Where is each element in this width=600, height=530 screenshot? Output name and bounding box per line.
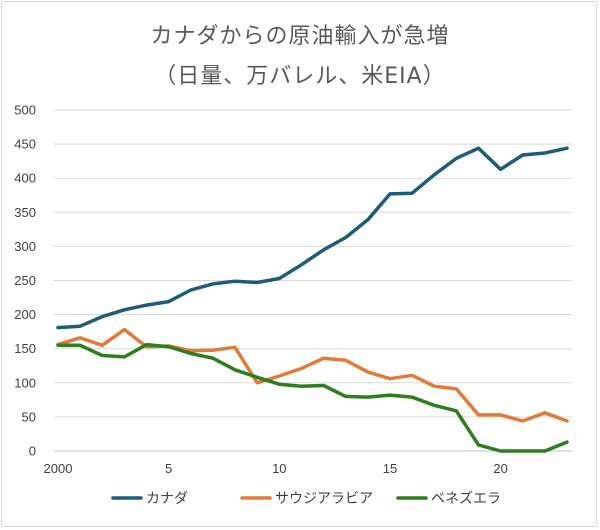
y-tick-label-500: 500 [14, 103, 36, 118]
x-tick-label-10: 10 [272, 461, 286, 476]
y-tick-label-350: 350 [14, 205, 36, 220]
x-axis-tick-labels: 2000 5 10 15 20 [44, 461, 508, 476]
series-line-2 [56, 342, 569, 453]
chart-subtitle: （日量、万バレル、米EIA） [154, 64, 446, 89]
legend-label-2: ベネズエラ [431, 491, 501, 507]
chart-title: カナダからの原油輸入が急増 [150, 24, 450, 49]
y-tick-label-0: 0 [29, 444, 36, 459]
y-tick-label-150: 150 [14, 341, 36, 356]
y-tick-label-450: 450 [14, 137, 36, 152]
y-tick-label-300: 300 [14, 239, 36, 254]
x-tick-label-15: 15 [383, 461, 397, 476]
series-line-1 [56, 327, 569, 423]
x-tick-label-20: 20 [493, 461, 507, 476]
x-tick-label-2000: 2000 [44, 461, 73, 476]
y-tick-label-100: 100 [14, 375, 36, 390]
legend-label-0: カナダ [146, 491, 188, 507]
series-lines [56, 146, 569, 453]
series-line-0 [56, 146, 569, 330]
y-tick-label-250: 250 [14, 273, 36, 288]
legend: カナダ サウジアラビア ベネズエラ [111, 491, 501, 507]
y-tick-label-200: 200 [14, 307, 36, 322]
y-tick-label-50: 50 [22, 409, 36, 424]
y-axis-tick-labels: 0 50 100 150 200 250 300 350 400 450 500 [14, 103, 36, 459]
x-tick-label-5: 5 [165, 461, 172, 476]
legend-label-1: サウジアラビア [275, 491, 373, 507]
y-tick-label-400: 400 [14, 171, 36, 186]
